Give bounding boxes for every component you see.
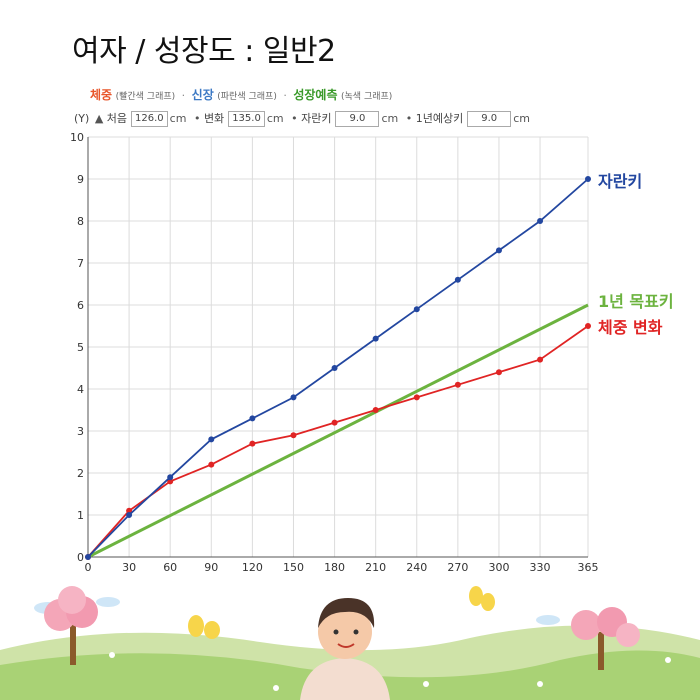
data-point xyxy=(331,419,338,426)
series-label: 체중 변화 xyxy=(598,318,663,337)
legend: 체중 (빨간색 그래프) · 신장 (파란색 그래프) · 성장예측 (녹색 그… xyxy=(90,86,392,103)
grow-height-input[interactable]: 9.0 xyxy=(335,111,380,127)
chart-series xyxy=(85,176,591,560)
decorative-scene xyxy=(0,586,700,700)
series-line xyxy=(87,303,589,559)
y-tick-label: 0 xyxy=(77,551,84,564)
x-tick-label: 330 xyxy=(530,561,551,574)
chart-tick-labels: 0 30 60 90 120 150 180 210 240 270 300 330 365 0 1 2 3 4 5… xyxy=(70,131,599,574)
series-label: 1년 목표키 xyxy=(598,292,674,311)
expect-label: 1년예상키 xyxy=(415,112,464,125)
data-point xyxy=(454,276,461,283)
start-height-input[interactable]: 126.0 xyxy=(131,111,168,127)
data-point xyxy=(290,394,297,401)
data-point xyxy=(454,381,461,388)
bullet: • xyxy=(291,112,298,125)
y-tick-label: 10 xyxy=(70,131,84,144)
y-tick-label: 6 xyxy=(77,299,84,312)
change-label: 변화 xyxy=(203,112,225,125)
tree-trunk xyxy=(598,632,604,670)
input-row: (Y) ▲ 처음 126.0 cm • 변화 135.0 cm • 자란키 9.0 cm •… xyxy=(74,110,534,127)
y-tick-label: 2 xyxy=(77,467,84,480)
x-tick-label: 240 xyxy=(406,561,427,574)
legend-predict-note: (녹색 그래프) xyxy=(341,92,393,102)
y-tick-label: 7 xyxy=(77,257,84,270)
tree-icon xyxy=(616,623,640,647)
x-tick-label: 270 xyxy=(447,561,468,574)
arrow-up-icon: ▲ xyxy=(94,112,104,125)
start-label: 처음 xyxy=(106,112,128,125)
bullet: • xyxy=(405,112,413,125)
legend-separator: · xyxy=(181,89,186,102)
y-tick-label: 9 xyxy=(77,173,84,186)
change-height-input[interactable]: 135.0 xyxy=(228,111,265,127)
data-point xyxy=(249,440,256,447)
legend-weight-note: (빨간색 그래프) xyxy=(115,92,176,102)
x-tick-label: 150 xyxy=(283,561,304,574)
y-tick-label: 3 xyxy=(77,425,84,438)
data-point xyxy=(331,365,338,371)
data-point xyxy=(585,176,591,182)
series-line xyxy=(87,325,589,558)
x-tick-label: 210 xyxy=(365,561,386,574)
x-tick-label: 90 xyxy=(204,561,218,574)
data-point xyxy=(126,512,133,518)
data-point xyxy=(208,436,215,443)
data-point xyxy=(167,478,174,485)
cloud-icon xyxy=(96,597,120,607)
data-point xyxy=(585,323,591,329)
chart-axes xyxy=(87,137,588,558)
chart-grid xyxy=(87,136,589,558)
expect-height-input[interactable]: 9.0 xyxy=(467,111,512,127)
child-illustration xyxy=(300,598,390,700)
x-tick-label: 300 xyxy=(488,561,509,574)
legend-predict-label: 성장예측 xyxy=(293,88,338,102)
data-point xyxy=(413,306,420,313)
data-point xyxy=(126,507,133,514)
legend-height-label: 신장 xyxy=(191,88,214,102)
data-point xyxy=(167,474,174,481)
x-tick-label: 180 xyxy=(324,561,345,574)
data-point xyxy=(290,432,297,439)
y-tick-label: 8 xyxy=(77,215,84,228)
unit-label: cm xyxy=(169,112,187,125)
butterfly-icon xyxy=(469,586,495,611)
legend-weight-label: 체중 xyxy=(90,88,113,102)
x-tick-label: 0 xyxy=(85,561,92,574)
x-tick-label: 30 xyxy=(122,561,136,574)
page-title: 여자 / 성장도 : 일반2 xyxy=(72,34,336,69)
data-point xyxy=(85,554,91,560)
data-point xyxy=(537,356,544,363)
data-point xyxy=(372,407,379,413)
bullet: • xyxy=(193,112,201,125)
tree-icon xyxy=(58,586,86,614)
data-point xyxy=(495,369,502,376)
tree-icon xyxy=(571,610,601,640)
unit-label: cm xyxy=(381,112,399,125)
butterfly-icon xyxy=(188,615,220,639)
data-point xyxy=(413,394,420,401)
x-tick-label: 60 xyxy=(163,561,177,574)
unit-label: cm xyxy=(513,112,530,125)
legend-height-note: (파란색 그래프) xyxy=(217,92,277,102)
series-label: 자란키 xyxy=(598,172,642,191)
data-point xyxy=(372,335,379,342)
data-point xyxy=(495,247,502,254)
legend-separator: · xyxy=(283,89,287,102)
grow-label: 자란키 xyxy=(301,112,332,125)
data-point xyxy=(537,218,544,224)
y-tick-label: 4 xyxy=(77,383,84,396)
data-point xyxy=(249,415,256,422)
tree-trunk xyxy=(70,625,76,665)
unit-label: cm xyxy=(266,112,284,125)
y-tick-label: 5 xyxy=(77,341,84,354)
x-tick-label: 365 xyxy=(578,561,599,574)
cloud-icon xyxy=(536,615,560,625)
y-tick-label: 1 xyxy=(77,509,84,522)
data-point xyxy=(208,461,215,468)
y-axis-label: (Y) xyxy=(74,112,90,125)
x-tick-label: 120 xyxy=(242,561,263,574)
